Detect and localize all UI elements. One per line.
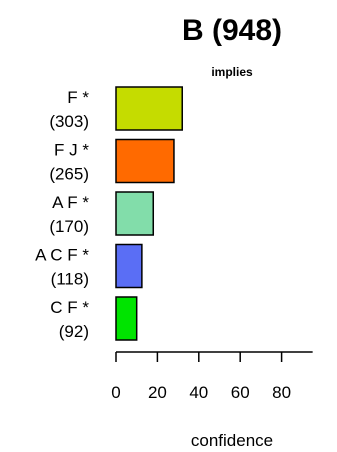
category-label: A C F * — [35, 246, 89, 265]
x-tick-label: 40 — [189, 383, 208, 402]
category-labels-group: F * (303) F J * (265) A F * (170) A C F * (118)… — [35, 88, 89, 341]
category-count: (118) — [51, 270, 89, 289]
category-label: F J * — [54, 141, 89, 160]
x-tick-label: 60 — [231, 383, 250, 402]
x-tick-label: 80 — [272, 383, 291, 402]
bar — [115, 243, 143, 289]
x-axis-label: confidence — [191, 431, 273, 450]
x-tick-label: 0 — [111, 383, 120, 402]
category-count: (170) — [49, 217, 89, 236]
category-count: (92) — [59, 322, 89, 341]
category-label: F * — [67, 88, 89, 107]
bars-group — [115, 86, 183, 341]
bar — [115, 138, 175, 184]
chart-title: B (948) — [182, 14, 282, 47]
category-label: C F * — [50, 298, 89, 317]
bar — [115, 86, 183, 131]
bar — [115, 296, 138, 341]
x-axis: 0 20 40 60 80 — [111, 351, 313, 402]
category-count: (265) — [49, 165, 89, 184]
x-tick-label: 20 — [148, 383, 167, 402]
bar — [115, 191, 155, 236]
chart-subtitle: implies — [211, 65, 253, 79]
category-count: (303) — [49, 112, 89, 131]
category-label: A F * — [52, 193, 89, 212]
